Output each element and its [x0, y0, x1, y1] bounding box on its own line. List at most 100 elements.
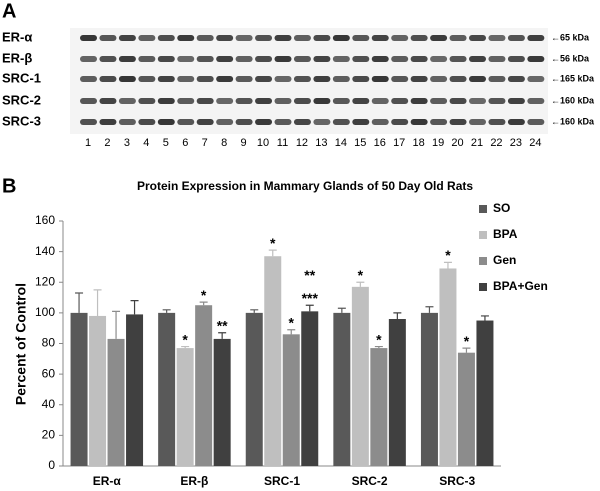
band	[196, 35, 214, 41]
band	[507, 119, 525, 125]
lane-label: 17	[393, 137, 405, 149]
lane-label: 13	[315, 137, 327, 149]
band	[118, 35, 136, 41]
row-label: SRC-2	[2, 92, 41, 107]
band	[449, 56, 467, 62]
band	[216, 98, 234, 104]
band	[157, 98, 175, 104]
band	[235, 98, 253, 104]
lane-label: 20	[451, 137, 463, 149]
band	[410, 76, 428, 82]
error-bar	[250, 309, 259, 313]
band	[196, 98, 214, 104]
band	[196, 119, 214, 125]
kda-label: ←65 kDa	[551, 32, 590, 42]
band	[371, 35, 389, 41]
error-bar	[337, 307, 346, 313]
band	[274, 98, 292, 104]
bar	[176, 348, 194, 466]
panel-label: A	[2, 0, 16, 22]
lane-label: 6	[182, 137, 188, 149]
band	[80, 119, 97, 125]
band	[235, 56, 253, 62]
band	[469, 119, 486, 125]
band	[138, 119, 156, 125]
lane-label: 2	[104, 137, 110, 149]
band	[255, 119, 273, 125]
band	[255, 98, 273, 104]
bar	[264, 256, 282, 466]
band	[235, 35, 253, 41]
band	[293, 56, 311, 62]
band	[177, 119, 195, 125]
error-bar	[374, 345, 383, 349]
band	[371, 56, 389, 62]
row-label: ER-α	[2, 29, 32, 44]
band	[313, 35, 331, 41]
error-bar	[425, 306, 434, 313]
error-bar	[443, 261, 452, 269]
band	[332, 56, 350, 62]
band	[293, 76, 311, 82]
band	[391, 119, 409, 125]
x-tick-label: SRC-3	[439, 474, 475, 488]
legend-label: SO	[493, 201, 510, 215]
band	[235, 119, 253, 125]
x-tick-label: ER-α	[93, 474, 122, 488]
annotation: *	[182, 331, 188, 347]
y-tick-label: 20	[42, 428, 56, 442]
band	[527, 76, 545, 82]
band	[157, 76, 175, 82]
legend-label: BPA+Gen	[493, 279, 548, 293]
band	[157, 119, 175, 125]
band	[371, 98, 389, 104]
bar	[70, 312, 88, 466]
band	[469, 76, 486, 82]
band	[196, 56, 214, 62]
band	[469, 98, 486, 104]
bar	[158, 312, 176, 466]
band	[313, 76, 331, 82]
band	[410, 119, 428, 125]
band	[430, 35, 448, 41]
band	[507, 56, 525, 62]
band	[99, 98, 117, 104]
bar	[213, 338, 231, 466]
kda-label: ←160 kDa	[551, 95, 595, 105]
band	[488, 56, 506, 62]
band	[469, 56, 486, 62]
band	[80, 76, 97, 82]
band	[430, 98, 448, 104]
lane-label: 8	[221, 137, 227, 149]
band	[410, 98, 428, 104]
band	[352, 56, 370, 62]
band	[488, 119, 506, 125]
band	[332, 35, 350, 41]
error-bar	[130, 300, 139, 315]
band	[274, 56, 292, 62]
band	[371, 119, 389, 125]
band	[371, 76, 389, 82]
band	[313, 98, 331, 104]
annotation: *	[358, 267, 364, 283]
band	[177, 35, 195, 41]
band	[352, 119, 370, 125]
band	[99, 119, 117, 125]
lane-label: 7	[202, 137, 208, 149]
band	[449, 35, 467, 41]
band	[410, 56, 428, 62]
lane-label: 23	[510, 137, 522, 149]
band	[138, 56, 156, 62]
band	[391, 76, 409, 82]
annotation: *	[464, 333, 470, 349]
annotation: *	[445, 247, 451, 263]
band	[527, 56, 545, 62]
band	[527, 119, 545, 125]
band	[118, 119, 136, 125]
band	[527, 98, 545, 104]
annotation: *	[270, 235, 276, 251]
band	[216, 119, 234, 125]
band	[216, 35, 234, 41]
lane-label: 24	[529, 137, 541, 149]
